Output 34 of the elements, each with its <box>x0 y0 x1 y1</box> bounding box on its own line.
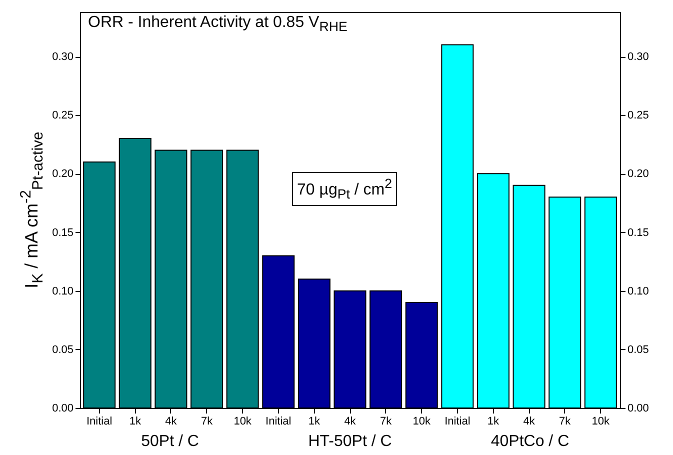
y-tick-label: 0.00 <box>52 402 74 414</box>
x-tick-label: 10k <box>592 416 610 428</box>
x-tick-label: Initial <box>444 416 470 428</box>
x-tick-label: Initial <box>86 416 112 428</box>
y2-tick-label: 0.20 <box>628 168 649 180</box>
x-tick-label: 4k <box>523 416 536 428</box>
x-tick-label: 1k <box>129 416 142 428</box>
y2-tick-label: 0.05 <box>628 344 649 356</box>
x-tick-label: 7k <box>200 416 214 428</box>
x-tick-label: 1k <box>308 416 320 428</box>
y-tick-label: 0.30 <box>52 51 74 64</box>
y-tick-label: 0.25 <box>52 110 74 122</box>
y2-tick-label: 0.15 <box>628 226 649 239</box>
x-tick-label: 7k <box>559 416 572 428</box>
x-tick-label: 7k <box>380 416 392 428</box>
y-tick-label: 0.20 <box>52 168 74 180</box>
x-tick-label: 10k <box>234 416 252 428</box>
x-tick-label: Initial <box>266 416 292 428</box>
text: 50Pt / C <box>141 433 199 451</box>
annotation: 70 µg$_{Pt}$ / cm$^{2}$ <box>292 172 398 206</box>
y-tick-label: 0.05 <box>52 344 74 356</box>
y2-tick-label: 0.10 <box>628 285 649 298</box>
x-tick-label: 10k <box>412 416 431 428</box>
x-tick-label: 4k <box>344 416 356 428</box>
y2-tick-label: 0.00 <box>628 402 649 414</box>
y2-tick-label: 0.25 <box>628 110 649 122</box>
x-tick-label: 4k <box>165 416 178 428</box>
y2-tick-label: 0.30 <box>628 51 649 64</box>
y-tick-label: 0.10 <box>52 285 74 298</box>
x-tick-label: 1k <box>487 416 500 428</box>
chart-title: ORR - Inherent Activity at 0.85 V$_{RHE}$ <box>88 14 348 34</box>
y-tick-label: 0.15 <box>52 226 74 239</box>
text: HT-50Pt / C <box>308 433 392 451</box>
text: 40PtCo / C <box>490 433 570 451</box>
